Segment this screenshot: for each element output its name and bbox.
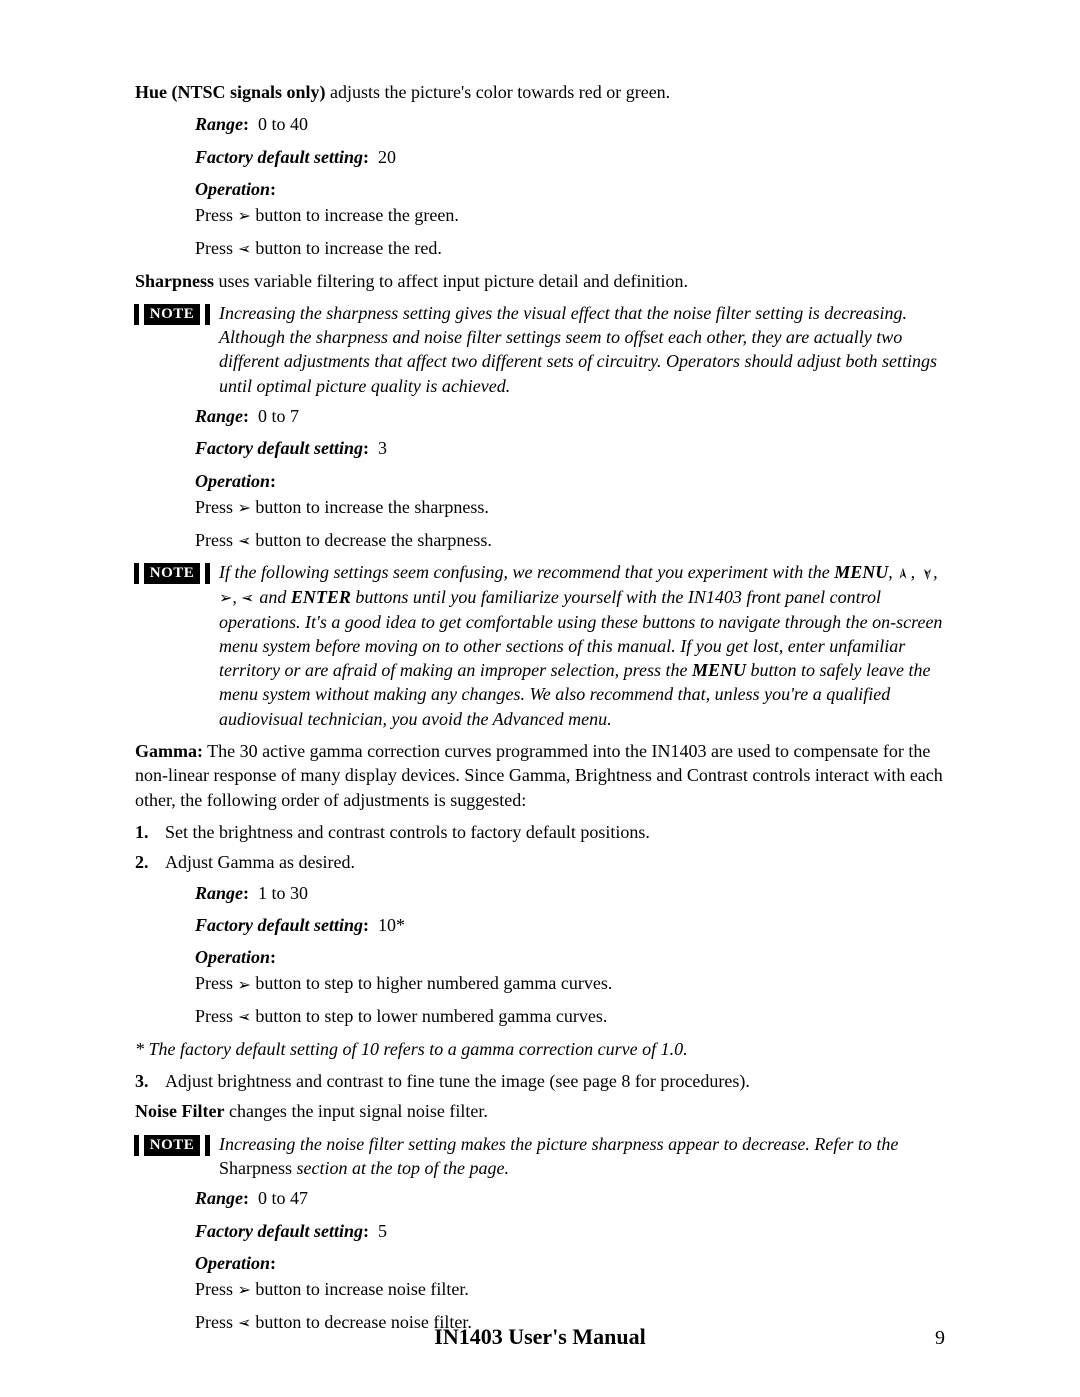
gamma-step-1: 1. Set the brightness and contrast contr… <box>135 820 945 844</box>
gamma-op-label: Operation: <box>195 945 945 969</box>
right-arrow-icon: ➢ <box>238 975 251 997</box>
gamma-range: Range: 1 to 30 <box>195 881 945 905</box>
note-badge: NOTE <box>139 304 206 325</box>
sharpness-op2: Press ➢ button to decrease the sharpness… <box>195 528 945 553</box>
right-arrow-icon: ➢ <box>238 206 251 228</box>
sharpness-fds: Factory default setting: 3 <box>195 436 945 460</box>
sharpness-range: Range: 0 to 7 <box>195 404 945 428</box>
noise-range: Range: 0 to 47 <box>195 1186 945 1210</box>
sharpness-note: NOTE Increasing the sharpness setting gi… <box>135 301 945 398</box>
left-arrow-icon: ➢ <box>238 1007 251 1029</box>
footer: IN1403 User's Manual <box>0 1322 1080 1352</box>
gamma-op2: Press ➢ button to step to lower numbered… <box>195 1004 945 1029</box>
noise-fds: Factory default setting: 5 <box>195 1219 945 1243</box>
hue-op2: Press ➢ button to increase the red. <box>195 236 945 261</box>
page-content: Hue (NTSC signals only) adjusts the pict… <box>0 0 1080 1335</box>
right-arrow-icon: ➢ <box>238 498 251 520</box>
left-arrow-icon: ➢ <box>238 531 251 553</box>
down-arrow-icon: ➢ <box>916 567 938 580</box>
general-note-text: If the following settings seem confusing… <box>219 560 945 731</box>
note-badge: NOTE <box>139 563 206 584</box>
general-note: NOTE If the following settings seem conf… <box>135 560 945 731</box>
hue-heading-bold: Hue (NTSC signals only) <box>135 82 326 102</box>
sharpness-op1: Press ➢ button to increase the sharpness… <box>195 495 945 520</box>
left-arrow-icon: ➢ <box>241 588 254 610</box>
noise-note: NOTE Increasing the noise filter setting… <box>135 1132 945 1181</box>
right-arrow-icon: ➢ <box>219 588 232 610</box>
right-arrow-icon: ➢ <box>238 1280 251 1302</box>
left-arrow-icon: ➢ <box>238 239 251 261</box>
gamma-step-3: 3. Adjust brightness and contrast to fin… <box>135 1069 945 1093</box>
noise-op1: Press ➢ button to increase noise filter. <box>195 1277 945 1302</box>
hue-fds: Factory default setting: 20 <box>195 145 945 169</box>
gamma-footnote: * The factory default setting of 10 refe… <box>135 1037 945 1061</box>
gamma-fds: Factory default setting: 10* <box>195 913 945 937</box>
hue-heading-rest: adjusts the picture's color towards red … <box>326 82 671 102</box>
hue-range: Range: 0 to 40 <box>195 112 945 136</box>
hue-heading: Hue (NTSC signals only) adjusts the pict… <box>135 80 945 104</box>
noise-note-text: Increasing the noise filter setting make… <box>219 1132 945 1181</box>
footer-page-number: 9 <box>935 1325 945 1352</box>
hue-op-label: Operation: <box>195 177 945 201</box>
note-badge: NOTE <box>139 1135 206 1156</box>
sharpness-op-label: Operation: <box>195 469 945 493</box>
up-arrow-icon: ➢ <box>893 567 915 580</box>
gamma-op1: Press ➢ button to step to higher numbere… <box>195 971 945 996</box>
sharpness-heading: Sharpness uses variable filtering to aff… <box>135 269 945 293</box>
gamma-step-2: 2. Adjust Gamma as desired. <box>135 850 945 874</box>
noise-heading: Noise Filter changes the input signal no… <box>135 1099 945 1123</box>
hue-op1: Press ➢ button to increase the green. <box>195 203 945 228</box>
gamma-heading: Gamma: The 30 active gamma correction cu… <box>135 739 945 812</box>
footer-title: IN1403 User's Manual <box>434 1324 645 1349</box>
noise-op-label: Operation: <box>195 1251 945 1275</box>
sharpness-note-text: Increasing the sharpness setting gives t… <box>219 301 945 398</box>
